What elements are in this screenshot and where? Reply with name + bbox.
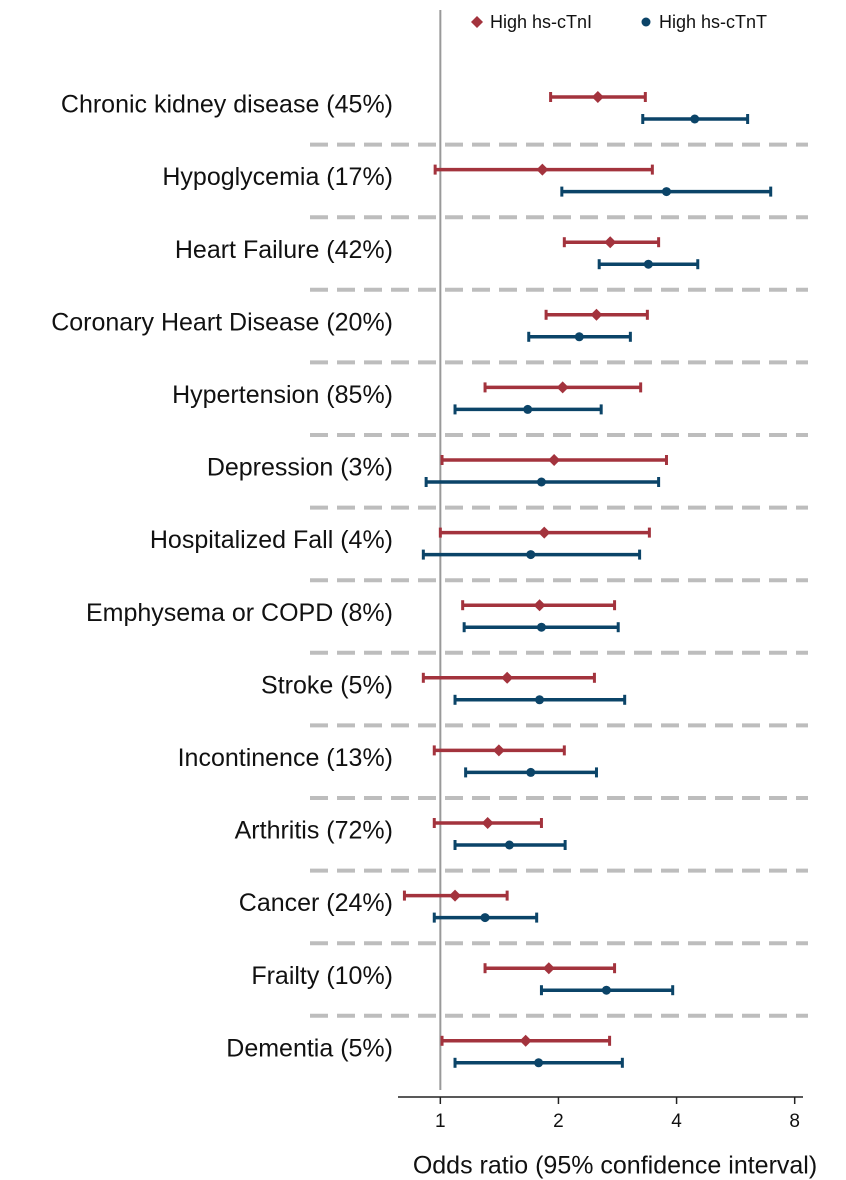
point-estimate — [534, 1058, 544, 1068]
category-label: Heart Failure (42%) — [175, 236, 393, 264]
point-estimate — [548, 454, 561, 466]
category-label: Coronary Heart Disease (20%) — [51, 308, 393, 336]
category-label: Stroke (5%) — [261, 671, 393, 699]
point-estimate — [492, 744, 505, 757]
category-label: Arthritis (72%) — [235, 817, 393, 845]
point-estimate — [536, 622, 546, 632]
point-estimate — [449, 889, 462, 902]
point-estimate — [526, 550, 536, 560]
category-label: Cancer (24%) — [239, 889, 393, 917]
point-estimate — [526, 767, 536, 777]
x-tick-label: 8 — [789, 1111, 800, 1132]
legend-marker — [471, 16, 483, 28]
point-estimate — [574, 332, 584, 342]
point-estimate — [661, 187, 671, 197]
point-estimate — [590, 308, 603, 321]
category-label: Hypertension (85%) — [172, 381, 393, 409]
category-label: Chronic kidney disease (45%) — [61, 91, 393, 119]
point-estimate — [542, 962, 555, 975]
legend-label: High hs-cTnI — [490, 12, 592, 32]
point-estimate — [643, 259, 653, 269]
point-estimate — [501, 671, 514, 684]
x-tick-label: 2 — [553, 1111, 564, 1132]
x-tick-label: 4 — [671, 1111, 682, 1132]
point-estimate — [481, 817, 494, 829]
point-estimate — [536, 477, 546, 487]
point-estimate — [536, 163, 549, 176]
legend-label: High hs-cTnT — [659, 12, 767, 32]
x-axis-title: Odds ratio (95% confidence interval) — [413, 1152, 817, 1180]
point-estimate — [604, 236, 617, 249]
category-label: Incontinence (13%) — [178, 744, 393, 772]
category-label: Emphysema or COPD (8%) — [86, 599, 393, 627]
point-estimate — [591, 91, 604, 103]
legend-marker — [641, 17, 651, 27]
point-estimate — [556, 381, 569, 394]
category-label: Frailty (10%) — [251, 962, 393, 990]
point-estimate — [519, 1034, 532, 1047]
point-estimate — [504, 840, 514, 850]
point-estimate — [690, 114, 700, 124]
point-estimate — [538, 526, 551, 539]
category-label: Hospitalized Fall (4%) — [150, 526, 393, 554]
point-estimate — [535, 695, 545, 705]
category-label: Hypoglycemia (17%) — [162, 163, 393, 191]
point-estimate — [533, 599, 546, 612]
category-label: Dementia (5%) — [226, 1034, 393, 1062]
point-estimate — [480, 913, 490, 923]
category-label: Depression (3%) — [207, 454, 393, 482]
x-tick-label: 1 — [435, 1111, 446, 1132]
point-estimate — [523, 404, 533, 414]
point-estimate — [601, 985, 611, 995]
